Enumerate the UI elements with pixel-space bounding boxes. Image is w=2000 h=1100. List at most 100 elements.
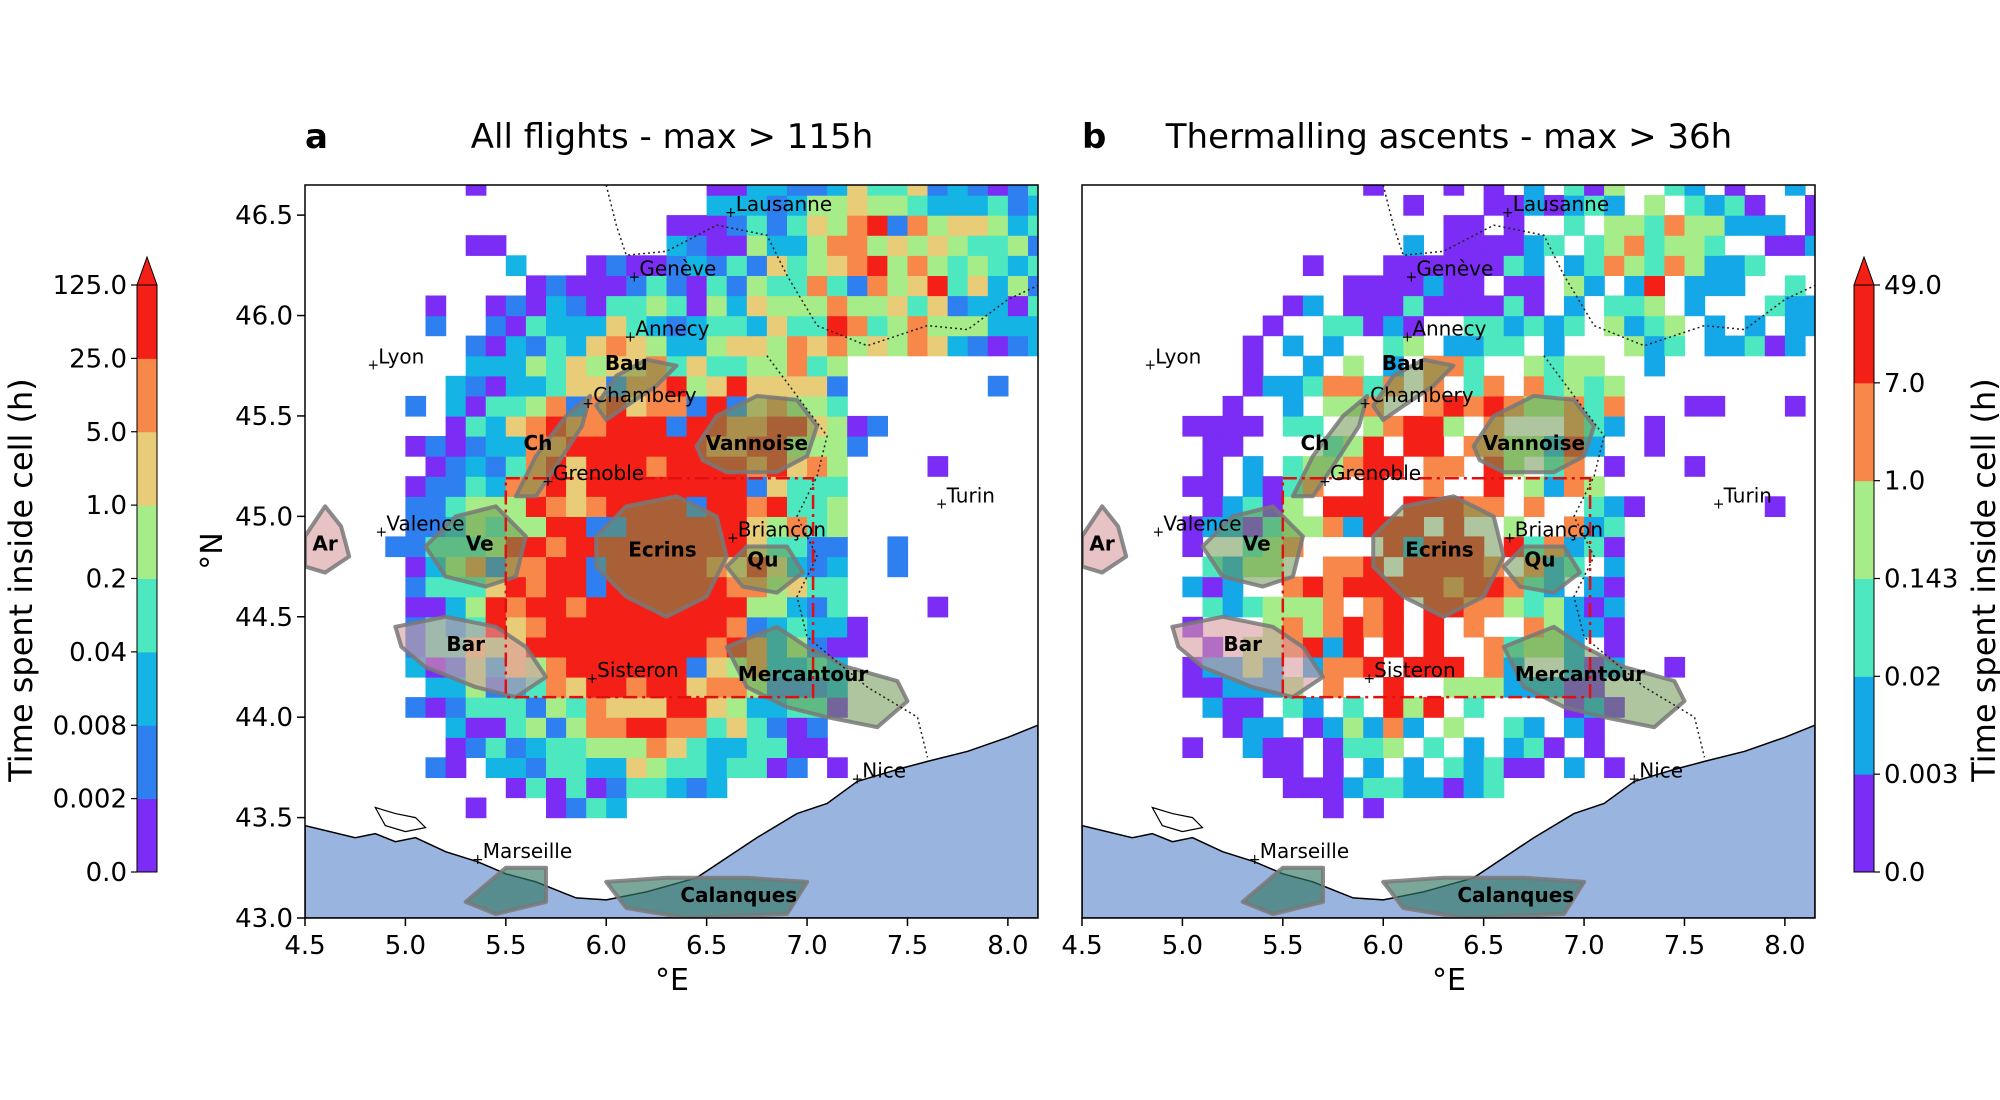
colorbar-a: 0.0 0.002 0.008 0.04 0.2 1.0 5.0 25.0 125.0	[53, 255, 158, 888]
city-plus-icon: +	[628, 269, 640, 285]
city-plus-icon: +	[586, 671, 598, 687]
x-axis-ticks: 4.5 5.0 5.5 6.0 6.5 7.0 7.5 8.0	[284, 918, 1029, 961]
city-plus-icon: +	[727, 530, 739, 546]
colorbar-segment	[137, 651, 157, 726]
country-border	[1382, 185, 1815, 758]
city-marker: + Lausanne	[725, 192, 832, 221]
region-label: Bau	[605, 351, 648, 375]
city-label: Valence	[1163, 511, 1241, 535]
colorbar-tick-label: 49.0	[1884, 271, 1942, 301]
city-marker: + Marseille	[1249, 839, 1349, 868]
city-label: Lausanne	[736, 192, 832, 216]
colorbar-segment	[1854, 774, 1874, 873]
city-label: Marseille	[483, 839, 572, 863]
y-tick-label: 43.5	[235, 804, 293, 834]
colorbar-segment	[1854, 480, 1874, 579]
city-marker: + Lausanne	[1502, 192, 1609, 221]
city-label: Nice	[862, 758, 906, 782]
x-tick-label: 8.0	[1764, 931, 1805, 961]
x-tick-label: 6.0	[1363, 931, 1404, 961]
sea-area	[1082, 724, 1815, 918]
colorbar-tick-label: 0.002	[53, 785, 127, 815]
colorbar-segment	[1854, 676, 1874, 775]
region-label: Bau	[1382, 351, 1425, 375]
city-marker: + Lyon	[1144, 345, 1201, 374]
x-tick-label: 5.5	[1262, 931, 1303, 961]
colorbar-b-label: Time spent inside cell (h)	[1965, 378, 2000, 783]
colorbar-tick-label: 0.0	[1884, 858, 1925, 888]
y-tick-label: 43.0	[235, 904, 293, 934]
city-marker: + Genève	[628, 256, 716, 285]
city-marker: + Grenoble	[542, 461, 644, 490]
colorbar-b: 0.0 0.003 0.02 0.143 1.0 7.0 49.0	[1853, 255, 1958, 888]
city-plus-icon: +	[472, 852, 484, 868]
city-label: Chambery	[593, 383, 697, 407]
study-box	[504, 476, 815, 699]
city-marker: + Nice	[1628, 758, 1683, 787]
colorbar-tick-label: 0.2	[86, 565, 127, 595]
city-plus-icon: +	[1405, 269, 1417, 285]
city-plus-icon: +	[367, 358, 379, 374]
city-label: Nice	[1639, 758, 1683, 782]
colorbar-extend-arrow	[1853, 255, 1875, 286]
colorbar-segment	[137, 725, 157, 800]
x-axis-ticks: 4.5 5.0 5.5 6.0 6.5 7.0 7.5 8.0	[1061, 918, 1806, 961]
city-label: Annecy	[1412, 317, 1486, 341]
city-label: Briançon	[1515, 517, 1603, 541]
panel-a-title: All flights - max > 115h	[471, 117, 874, 157]
colorbar-tick-label: 1.0	[1884, 467, 1925, 497]
colorbar-tick-label: 1.0	[86, 491, 127, 521]
y-tick-label: 46.0	[235, 302, 293, 332]
x-tick-label: 7.0	[1563, 931, 1604, 961]
city-marker: + Chambery	[582, 383, 696, 412]
map-panel-a: + Lausanne+ Genève+ Annecy+ Lyon+ Chambery+ Gr…	[195, 184, 1039, 998]
city-marker: + Briançon	[727, 517, 826, 546]
study-box	[1281, 476, 1592, 699]
region-label: Calanques	[680, 883, 797, 907]
city-plus-icon: +	[375, 524, 387, 540]
region-label: Ch	[523, 431, 552, 455]
city-plus-icon: +	[582, 396, 594, 412]
region-label: Mercantour	[1515, 662, 1645, 686]
colorbar-segment	[1854, 382, 1874, 482]
region-label: Ar	[312, 531, 337, 555]
axes-frame	[1081, 184, 1816, 919]
x-tick-label: 5.0	[1162, 931, 1203, 961]
city-marker: + Marseille	[472, 839, 572, 868]
city-plus-icon: +	[1363, 671, 1375, 687]
colorbar-tick-label: 0.143	[1884, 565, 1958, 595]
city-marker: + Annecy	[624, 317, 709, 346]
city-label: Lyon	[1155, 345, 1201, 369]
region-label: Ecrins	[1405, 538, 1473, 562]
city-plus-icon: +	[624, 330, 636, 346]
city-plus-icon: +	[936, 496, 948, 512]
city-label: Lausanne	[1513, 192, 1609, 216]
city-plus-icon: +	[1359, 396, 1371, 412]
city-marker: + Sisteron	[1363, 658, 1455, 687]
y-tick-label: 45.5	[235, 402, 293, 432]
x-tick-label: 5.5	[485, 931, 526, 961]
region-label: Qu	[747, 548, 778, 572]
region-label: Calanques	[1457, 883, 1574, 907]
axes-frame	[304, 184, 1039, 919]
colorbar-tick-label: 25.0	[69, 344, 127, 374]
city-marker: + Turin	[936, 483, 995, 512]
colorbar-segment	[1854, 578, 1874, 677]
x-tick-label: 8.0	[987, 931, 1028, 961]
city-plus-icon: +	[1152, 524, 1164, 540]
city-plus-icon: +	[1504, 530, 1516, 546]
y-tick-label: 44.0	[235, 703, 293, 733]
park-polygons	[305, 357, 910, 918]
city-label: Grenoble	[1330, 461, 1421, 485]
x-tick-label: 6.5	[1463, 931, 1504, 961]
colorbar-segment	[137, 285, 157, 359]
region-label: Ve	[1243, 531, 1271, 555]
x-tick-label: 6.0	[586, 931, 627, 961]
x-tick-label: 5.0	[385, 931, 426, 961]
colorbar-tick-label: 5.0	[86, 418, 127, 448]
city-plus-icon: +	[1713, 496, 1725, 512]
colorbar-tick-label: 0.02	[1884, 662, 1942, 692]
city-plus-icon: +	[1144, 358, 1156, 374]
city-plus-icon: +	[1401, 330, 1413, 346]
map-labels: + Lausanne+ Genève+ Annecy+ Lyon+ Chambery+ Gr…	[1089, 192, 1772, 907]
